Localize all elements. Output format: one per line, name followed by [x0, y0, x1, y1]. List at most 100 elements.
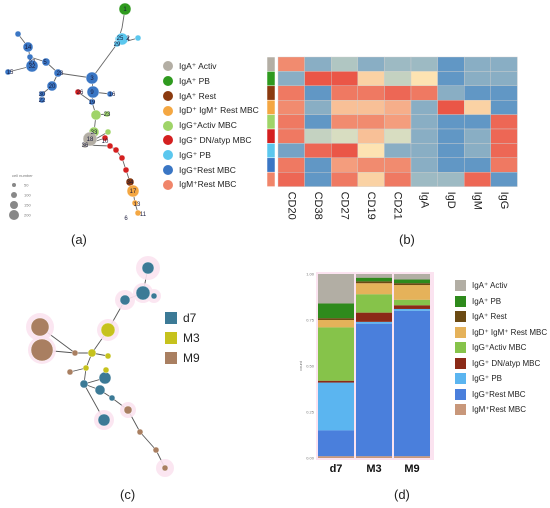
heatmap-cell — [490, 157, 518, 173]
heatmap-cell — [304, 157, 332, 173]
legend-a-item: IgA⁺ PB — [163, 74, 259, 89]
tree-node-label: 36 — [82, 143, 89, 149]
heatmap-cell — [437, 157, 465, 173]
tree-node — [22, 41, 34, 53]
legend-a-label: IgD⁺ IgM⁺ Rest MBC — [179, 105, 259, 116]
legend-c-swatch — [165, 312, 177, 324]
heatmap-cell — [277, 171, 305, 187]
heatmap-cell — [463, 171, 491, 187]
tree-c-node — [152, 446, 160, 454]
heatmap-cell — [357, 56, 385, 72]
heatmap-cell — [463, 71, 491, 86]
heatmap-cell — [277, 100, 305, 115]
heatmap-cell — [410, 71, 438, 86]
heatmap-cell — [357, 157, 385, 173]
heatmap-cell — [410, 143, 438, 159]
heatmap-cell — [277, 143, 305, 159]
heatmap-cell — [384, 128, 412, 144]
legend-d-label: IgA⁺ Activ — [472, 281, 508, 290]
heatmap-cell — [277, 128, 305, 144]
bar-segment — [394, 310, 430, 457]
legend-c-item: d7 — [165, 308, 200, 328]
heatmap-column-label: IgD — [445, 192, 457, 209]
tree-node — [14, 30, 22, 38]
heatmap-cell — [330, 114, 358, 130]
heatmap-column-label: IgA — [418, 192, 430, 209]
heatmap-cell — [384, 71, 412, 86]
bar-segment — [356, 274, 392, 278]
legend-a-label: IgG⁺ PB — [179, 149, 211, 160]
bar-segment — [318, 303, 354, 319]
stacked-bar-d: 0.00 0.25 0.50 0.75 1.00 count d7 M3 M9 — [298, 272, 434, 475]
legend-a-label: IgG⁺Rest MBC — [179, 164, 236, 175]
tree-c-node — [161, 464, 169, 472]
tree-node — [25, 59, 39, 73]
tree-node-label: 29 — [114, 42, 121, 48]
tree-node-label: 30 — [39, 92, 46, 98]
heatmap-column-label: CD21 — [392, 192, 404, 220]
panel-label-b: (b) — [399, 232, 415, 247]
heatmap-cell — [437, 85, 465, 101]
bar-segment — [318, 327, 354, 381]
tree-c-node — [79, 379, 89, 389]
size-legend-circle — [11, 192, 17, 198]
heatmap-cell — [463, 114, 491, 130]
panel-label-a: (a) — [71, 232, 87, 247]
tree-c-node — [150, 292, 158, 300]
x-category-label: d7 — [330, 463, 343, 475]
tree-node — [126, 184, 140, 198]
tree-node — [122, 166, 130, 174]
heatmap-cell — [410, 157, 438, 173]
tree-node — [86, 85, 100, 99]
tree-node-label: 26 — [77, 90, 84, 96]
tree-node-label: 17 — [130, 189, 137, 195]
bar-segment — [394, 308, 430, 311]
size-legend-value: 50 — [24, 183, 29, 188]
legend-a-item: IgG⁺ DN/atyp MBC — [163, 133, 259, 148]
heatmap-cell — [437, 100, 465, 115]
y-tick-label: 1.00 — [306, 272, 315, 277]
tree-c-node — [136, 428, 144, 436]
tree-node-label: 3 — [90, 76, 94, 82]
tree-node-label: 25 — [117, 36, 124, 42]
heatmap-column-label: IgM — [472, 192, 484, 210]
heatmap-cell — [463, 85, 491, 101]
legend-a-swatch — [163, 120, 173, 131]
tree-c-node — [100, 322, 116, 338]
bar-segment — [356, 277, 392, 282]
heatmap-cell — [437, 71, 465, 86]
tree-node — [101, 134, 109, 142]
timepoint-tree-c — [26, 256, 174, 477]
tree-node-label: 15 — [7, 70, 14, 76]
legend-a-item: IgG⁺ PB — [163, 148, 259, 163]
heatmap-cell — [304, 171, 332, 187]
size-legend-circle — [10, 201, 18, 209]
heatmap-cell — [304, 56, 332, 72]
heatmap-cell — [330, 157, 358, 173]
size-legend-circle — [12, 183, 16, 187]
heatmap-cell — [463, 128, 491, 144]
legend-d-swatch — [455, 342, 466, 354]
legend-d-item: IgA⁺ Activ — [455, 278, 547, 294]
tree-c-node — [98, 371, 112, 385]
heatmap-cell — [384, 171, 412, 187]
heatmap-cell — [304, 114, 332, 130]
heatmap-cell — [410, 56, 438, 72]
tree-c-nodes — [26, 256, 174, 477]
tree-c-node — [30, 338, 54, 362]
x-category-label: M3 — [366, 463, 381, 475]
heatmap-cell — [463, 100, 491, 115]
bar-segment — [318, 456, 354, 458]
heatmap-row-annotation — [266, 99, 276, 115]
tree-node-label: 10 — [102, 139, 109, 145]
legend-a-swatch — [163, 76, 173, 87]
heatmap-cell — [437, 171, 465, 187]
tree-node — [41, 57, 51, 67]
tree-node-label: 9 — [90, 90, 94, 96]
size-legend-circle — [9, 210, 19, 220]
heatmap-cell — [384, 56, 412, 72]
x-category-label: M9 — [404, 463, 419, 475]
heatmap-cell — [277, 157, 305, 173]
tree-c-node — [141, 261, 155, 275]
legend-c-swatch — [165, 332, 177, 344]
